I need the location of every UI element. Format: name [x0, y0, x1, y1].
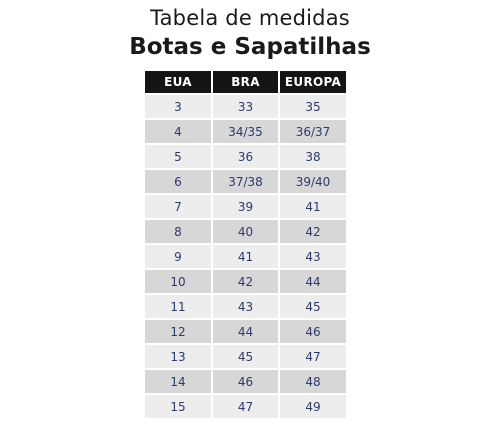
cell-europa: 39/40	[280, 170, 346, 193]
cell-bra: 44	[213, 320, 278, 343]
table-row: 13 45 47	[145, 345, 346, 368]
cell-bra: 33	[213, 95, 278, 118]
cell-eua: 12	[145, 320, 211, 343]
cell-europa: 49	[280, 395, 346, 418]
table-row: 12 44 46	[145, 320, 346, 343]
cell-europa: 46	[280, 320, 346, 343]
cell-bra: 42	[213, 270, 278, 293]
cell-europa: 45	[280, 295, 346, 318]
page-subtitle: Botas e Sapatilhas	[129, 34, 371, 60]
cell-bra: 45	[213, 345, 278, 368]
table-row: 7 39 41	[145, 195, 346, 218]
cell-eua: 11	[145, 295, 211, 318]
size-chart-table: EUA BRA EUROPA 3 33 35 4 34/35 36/37 5 3…	[143, 69, 348, 420]
column-header-eua: EUA	[145, 71, 211, 93]
cell-eua: 10	[145, 270, 211, 293]
cell-europa: 47	[280, 345, 346, 368]
table-header-row: EUA BRA EUROPA	[145, 71, 346, 93]
cell-eua: 9	[145, 245, 211, 268]
cell-europa: 38	[280, 145, 346, 168]
cell-bra: 41	[213, 245, 278, 268]
table-body: 3 33 35 4 34/35 36/37 5 36 38 6 37/38 39…	[145, 95, 346, 418]
cell-bra: 34/35	[213, 120, 278, 143]
cell-eua: 13	[145, 345, 211, 368]
cell-bra: 39	[213, 195, 278, 218]
table-row: 14 46 48	[145, 370, 346, 393]
cell-eua: 14	[145, 370, 211, 393]
cell-eua: 15	[145, 395, 211, 418]
cell-europa: 43	[280, 245, 346, 268]
table-row: 8 40 42	[145, 220, 346, 243]
cell-bra: 43	[213, 295, 278, 318]
cell-eua: 6	[145, 170, 211, 193]
cell-bra: 37/38	[213, 170, 278, 193]
cell-bra: 40	[213, 220, 278, 243]
cell-eua: 7	[145, 195, 211, 218]
table-row: 6 37/38 39/40	[145, 170, 346, 193]
cell-europa: 36/37	[280, 120, 346, 143]
table-row: 15 47 49	[145, 395, 346, 418]
cell-eua: 3	[145, 95, 211, 118]
table-row: 10 42 44	[145, 270, 346, 293]
cell-bra: 46	[213, 370, 278, 393]
cell-europa: 35	[280, 95, 346, 118]
cell-eua: 4	[145, 120, 211, 143]
table-row: 9 41 43	[145, 245, 346, 268]
table-row: 5 36 38	[145, 145, 346, 168]
cell-europa: 44	[280, 270, 346, 293]
column-header-europa: EUROPA	[280, 71, 346, 93]
table-row: 3 33 35	[145, 95, 346, 118]
cell-eua: 8	[145, 220, 211, 243]
table-row: 4 34/35 36/37	[145, 120, 346, 143]
cell-europa: 48	[280, 370, 346, 393]
cell-eua: 5	[145, 145, 211, 168]
column-header-bra: BRA	[213, 71, 278, 93]
cell-europa: 42	[280, 220, 346, 243]
page-title: Tabela de medidas	[150, 6, 350, 30]
cell-bra: 47	[213, 395, 278, 418]
table-row: 11 43 45	[145, 295, 346, 318]
cell-europa: 41	[280, 195, 346, 218]
cell-bra: 36	[213, 145, 278, 168]
